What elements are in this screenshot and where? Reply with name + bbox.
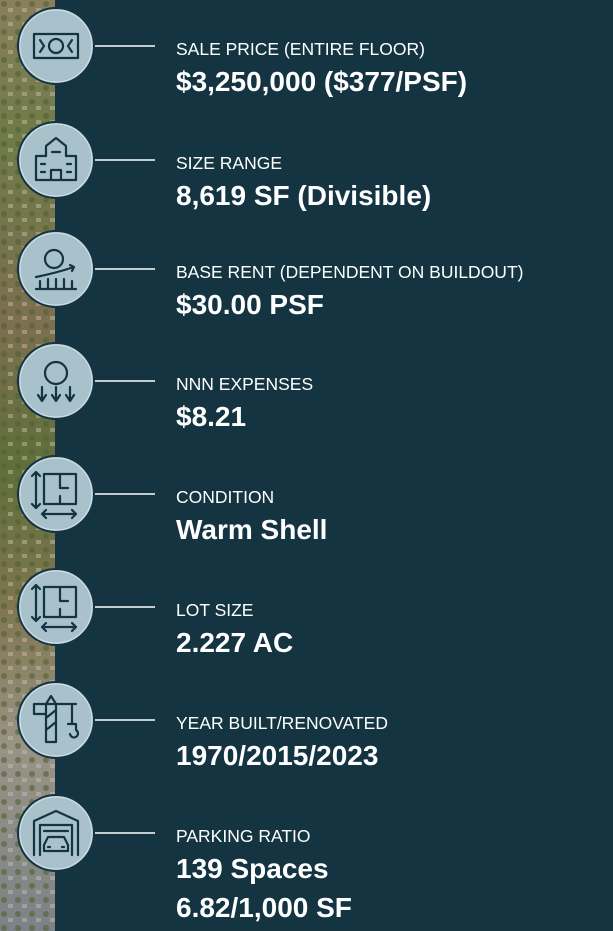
item-value: 6.82/1,000 SF — [176, 892, 352, 923]
icon-circle — [18, 231, 94, 307]
item-label: CONDITION — [176, 487, 274, 507]
item-label: PARKING RATIO — [176, 826, 311, 846]
icon-circle — [18, 569, 94, 645]
item-value: Warm Shell — [176, 514, 327, 545]
item-label: SALE PRICE (ENTIRE FLOOR) — [176, 39, 425, 59]
item-value: $30.00 PSF — [176, 289, 324, 320]
info-panel: SALE PRICE (ENTIRE FLOOR) $3,250,000 ($37… — [0, 0, 613, 931]
icon-circle — [18, 343, 94, 419]
item-label: NNN EXPENSES — [176, 374, 313, 394]
item-value: $8.21 — [176, 401, 246, 432]
item-value: $3,250,000 ($377/PSF) — [176, 66, 467, 97]
item-label: BASE RENT (DEPENDENT ON BUILDOUT) — [176, 262, 523, 282]
item-value: 1970/2015/2023 — [176, 740, 378, 771]
background — [0, 0, 613, 931]
item-label: LOT SIZE — [176, 600, 253, 620]
icon-circle — [18, 456, 94, 532]
icon-circle — [18, 122, 94, 198]
item-label: SIZE RANGE — [176, 153, 282, 173]
icon-circle — [18, 795, 94, 871]
item-label: YEAR BUILT/RENOVATED — [176, 713, 388, 733]
item-value: 8,619 SF (Divisible) — [176, 180, 431, 211]
icon-circle — [18, 8, 94, 84]
item-value: 139 Spaces — [176, 853, 329, 884]
item-value: 2.227 AC — [176, 627, 293, 658]
